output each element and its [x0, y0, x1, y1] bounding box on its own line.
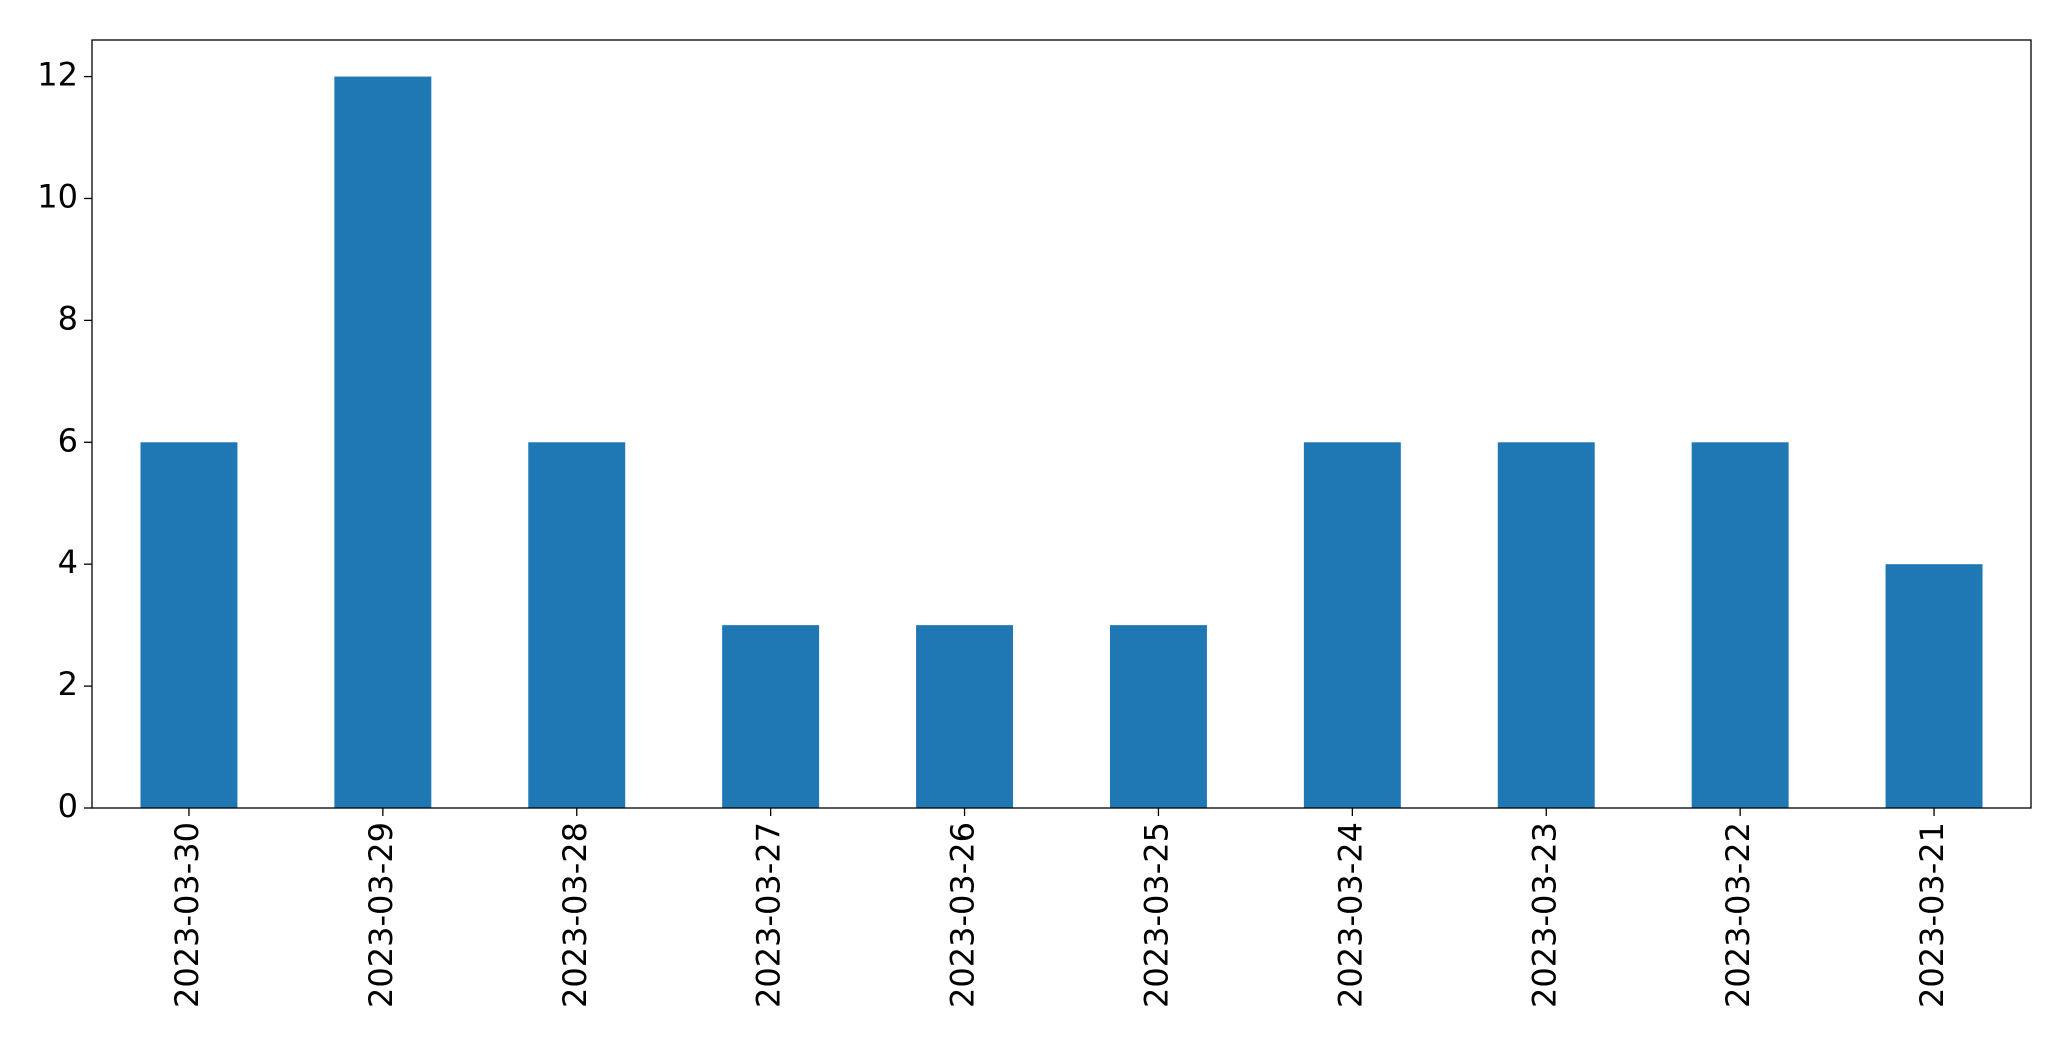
y-tick-label: 0 — [58, 787, 78, 825]
x-tick-label: 2023-03-24 — [1331, 822, 1369, 1008]
y-tick-label: 4 — [58, 543, 78, 581]
x-tick-label: 2023-03-23 — [1525, 822, 1563, 1008]
x-tick-label: 2023-03-30 — [168, 822, 206, 1008]
x-tick-label: 2023-03-21 — [1913, 822, 1951, 1008]
bar — [916, 625, 1014, 808]
bar — [1303, 442, 1401, 808]
x-tick-label: 2023-03-28 — [556, 822, 594, 1008]
y-tick-label: 10 — [37, 177, 78, 215]
x-tick-label: 2023-03-27 — [750, 822, 788, 1008]
bar — [1885, 564, 1983, 808]
x-tick-label: 2023-03-29 — [362, 822, 400, 1008]
bar — [140, 442, 238, 808]
plot-frame — [91, 39, 2032, 809]
bar — [334, 76, 432, 809]
bar — [528, 442, 626, 808]
x-tick-label: 2023-03-26 — [944, 822, 982, 1008]
bar — [1691, 442, 1789, 808]
bar — [1497, 442, 1595, 808]
x-tick-label: 2023-03-25 — [1137, 822, 1175, 1008]
y-tick-label: 12 — [37, 56, 78, 94]
bar — [1109, 625, 1207, 808]
y-tick-label: 6 — [58, 421, 78, 459]
bar — [722, 625, 820, 808]
y-tick-label: 8 — [58, 299, 78, 337]
y-tick-label: 2 — [58, 665, 78, 703]
x-tick-label: 2023-03-22 — [1719, 822, 1757, 1008]
